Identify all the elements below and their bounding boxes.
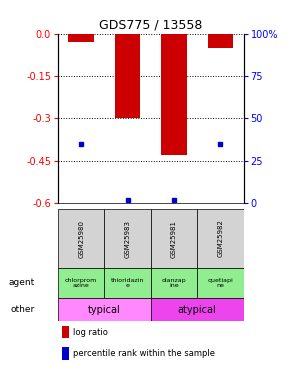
Text: agent: agent bbox=[8, 279, 35, 288]
Text: GSM25980: GSM25980 bbox=[78, 219, 84, 258]
Bar bbox=[197, 268, 244, 298]
Bar bbox=[62, 347, 69, 360]
Bar bbox=[115, 34, 140, 118]
Bar bbox=[208, 34, 233, 48]
Text: quetiapi
ne: quetiapi ne bbox=[208, 278, 233, 288]
Text: other: other bbox=[10, 305, 35, 314]
Title: GDS775 / 13558: GDS775 / 13558 bbox=[99, 18, 202, 31]
Bar bbox=[151, 298, 244, 321]
Text: typical: typical bbox=[88, 304, 121, 315]
Bar bbox=[104, 268, 151, 298]
Text: GSM25983: GSM25983 bbox=[125, 219, 130, 258]
Bar bbox=[62, 326, 69, 338]
Text: atypical: atypical bbox=[178, 304, 217, 315]
Bar bbox=[58, 268, 104, 298]
Bar bbox=[161, 34, 187, 155]
Text: percentile rank within the sample: percentile rank within the sample bbox=[73, 349, 215, 358]
Bar bbox=[68, 34, 94, 42]
Text: GSM25981: GSM25981 bbox=[171, 219, 177, 258]
Bar bbox=[197, 209, 244, 268]
Text: chlorprom
azine: chlorprom azine bbox=[65, 278, 97, 288]
Text: log ratio: log ratio bbox=[73, 327, 108, 336]
Bar bbox=[151, 268, 197, 298]
Bar bbox=[151, 209, 197, 268]
Bar bbox=[58, 298, 151, 321]
Text: olanzap
ine: olanzap ine bbox=[162, 278, 186, 288]
Bar bbox=[104, 209, 151, 268]
Text: thioridazin
e: thioridazin e bbox=[111, 278, 144, 288]
Bar bbox=[58, 209, 104, 268]
Text: GSM25982: GSM25982 bbox=[218, 220, 223, 258]
